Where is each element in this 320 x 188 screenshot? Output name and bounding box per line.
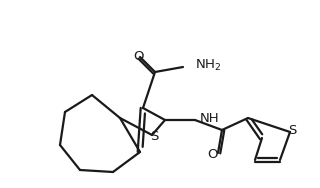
Text: NH: NH xyxy=(200,111,220,124)
Text: S: S xyxy=(150,130,158,143)
Text: NH$_2$: NH$_2$ xyxy=(195,58,221,73)
Text: O: O xyxy=(207,148,217,161)
Text: S: S xyxy=(288,124,296,137)
Text: O: O xyxy=(133,49,143,62)
